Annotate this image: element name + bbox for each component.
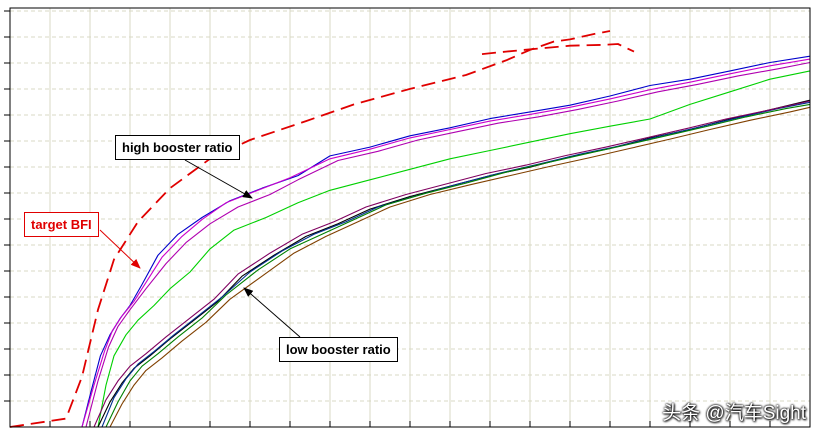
series-group — [9, 30, 811, 428]
series-line-target-0 — [9, 30, 611, 428]
series-line-low-7 — [101, 101, 811, 428]
series-line-high-5 — [97, 70, 811, 428]
series-line-high-4 — [85, 61, 811, 428]
series-line-low-10 — [109, 106, 811, 428]
annotation-target-bfi: target BFI — [24, 212, 99, 237]
series-line-low-8 — [105, 103, 811, 428]
plot-frame — [9, 7, 811, 428]
annotation-arrows — [99, 159, 301, 338]
annotation-low-booster-ratio: low booster ratio — [279, 337, 398, 362]
series-line-target-tail-1 — [481, 43, 635, 55]
series-line-low-9 — [93, 100, 811, 428]
arrow-target-bfi — [99, 229, 141, 269]
plot-border — [9, 7, 811, 428]
grid — [4, 8, 810, 427]
watermark: 头条 @汽车Sight — [662, 403, 806, 424]
annotation-high-booster-ratio: high booster ratio — [115, 135, 240, 160]
series-line-high-2 — [81, 55, 811, 428]
series-line-high-3 — [81, 58, 811, 428]
arrow-low-booster-ratio — [243, 287, 301, 338]
arrow-high-booster-ratio — [184, 159, 253, 199]
